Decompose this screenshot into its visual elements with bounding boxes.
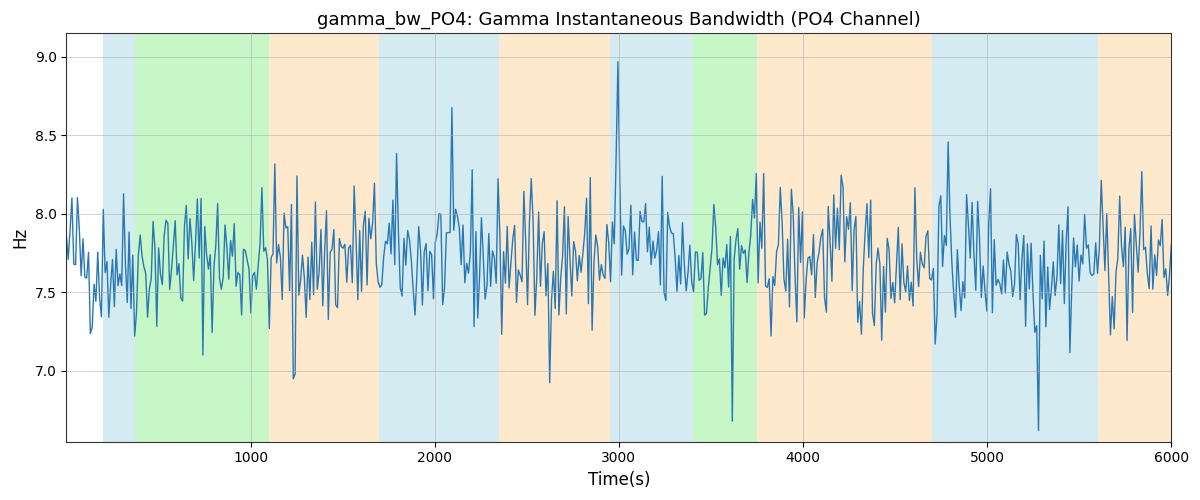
- Bar: [1098, 34, 1171, 442]
- Title: gamma_bw_PO4: Gamma Instantaneous Bandwidth (PO4 Channel): gamma_bw_PO4: Gamma Instantaneous Bandwi…: [317, 11, 920, 30]
- X-axis label: Time(s): Time(s): [588, 471, 650, 489]
- Y-axis label: Hz: Hz: [11, 227, 29, 248]
- Bar: [692, 34, 757, 442]
- Bar: [269, 34, 379, 442]
- Bar: [932, 34, 1098, 442]
- Bar: [103, 34, 134, 442]
- Bar: [379, 34, 499, 442]
- Bar: [757, 34, 932, 442]
- Bar: [610, 34, 692, 442]
- Bar: [499, 34, 610, 442]
- Bar: [134, 34, 269, 442]
